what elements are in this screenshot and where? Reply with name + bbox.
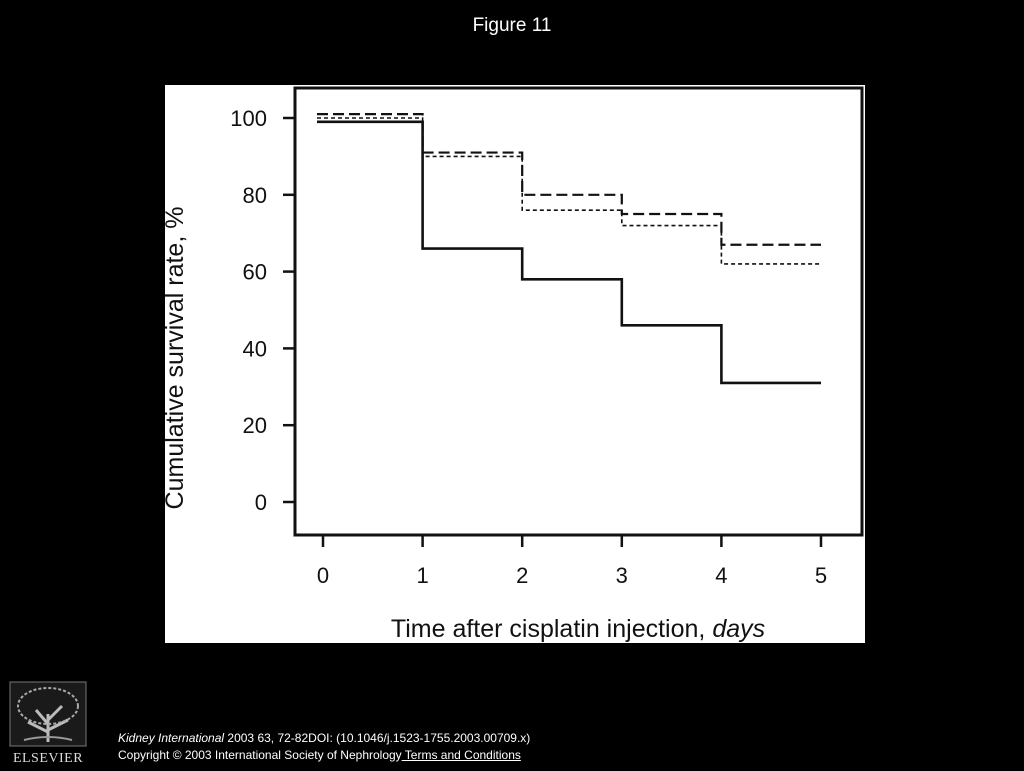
chart-panel: 0 20 40 60 80 100 0 1 2 3 4 5 Cumulative survival … — [165, 85, 865, 643]
x-axis-label-unit: days — [712, 615, 765, 643]
elsevier-wordmark: ELSEVIER — [13, 751, 83, 766]
terms-link[interactable]: Terms and Conditions — [401, 748, 521, 762]
x-tick-label: 0 — [317, 563, 329, 588]
x-tick-label: 3 — [616, 563, 628, 588]
journal-name: Kidney International — [118, 731, 225, 745]
x-tick-label: 1 — [416, 563, 428, 588]
elsevier-tree-icon: ELSEVIER — [9, 681, 87, 766]
plot-frame — [293, 86, 864, 537]
series-line-solid — [317, 120, 821, 385]
citation-block: Kidney International 2003 63, 72-82DOI: … — [118, 730, 530, 764]
y-tick-label: 40 — [243, 336, 267, 361]
elsevier-logo: ELSEVIER — [8, 680, 88, 766]
survival-chart: 0 20 40 60 80 100 0 1 2 3 4 5 Cumulative survival … — [165, 86, 864, 643]
copyright-text: Copyright © 2003 International Society o… — [118, 748, 402, 762]
y-tick-label: 100 — [230, 106, 267, 131]
x-tick-label: 5 — [815, 563, 827, 588]
y-axis: 0 20 40 60 80 100 — [230, 106, 295, 515]
series-line-short-dash — [317, 117, 821, 265]
y-tick-label: 0 — [255, 490, 267, 515]
y-tick-label: 20 — [243, 413, 267, 438]
plot-border — [293, 86, 864, 537]
x-axis-label-text: Time after cisplatin injection, — [391, 615, 705, 643]
x-tick-label: 4 — [715, 563, 727, 588]
series-group — [317, 113, 821, 385]
citation-details: 2003 63, 72-82DOI: (10.1046/j.1523-1755.… — [224, 731, 531, 745]
series-line-long-dash — [317, 113, 821, 246]
x-tick-label: 2 — [516, 563, 528, 588]
y-axis-label: Cumulative survival rate, % — [165, 207, 189, 510]
x-axis-label: Time after cisplatin injection, days — [391, 615, 765, 643]
citation-line: Kidney International 2003 63, 72-82DOI: … — [118, 730, 530, 747]
copyright-line: Copyright © 2003 International Society o… — [118, 747, 530, 764]
figure-title: Figure 11 — [472, 15, 552, 36]
y-tick-label: 80 — [243, 183, 267, 208]
x-axis: 0 1 2 3 4 5 — [317, 535, 827, 588]
y-tick-label: 60 — [243, 260, 267, 285]
